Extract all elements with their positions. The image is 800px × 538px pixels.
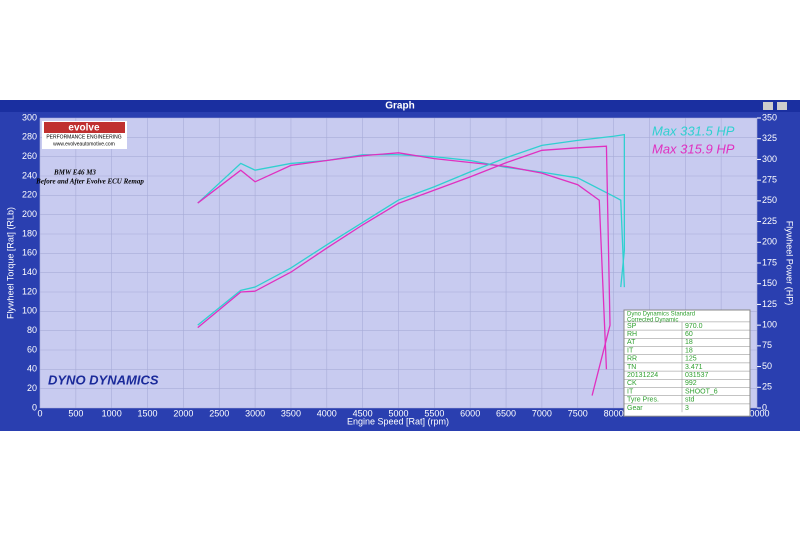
y-tick-label: 0 (32, 402, 37, 412)
info-cell: std (685, 397, 694, 404)
info-title: Corrected Dynamic (627, 318, 678, 324)
info-cell: 031537 (685, 372, 708, 379)
x-tick-label: 4500 (353, 408, 373, 418)
y2-tick-label: 350 (762, 112, 777, 122)
info-cell: Gear (627, 405, 643, 412)
x-tick-label: 0 (37, 408, 42, 418)
close-button[interactable] (777, 102, 787, 110)
y2-tick-label: 275 (762, 175, 777, 185)
x-tick-label: 6500 (496, 408, 516, 418)
info-cell: 20131224 (627, 372, 658, 379)
lines (197, 133, 626, 396)
y-tick-label: 20 (27, 383, 37, 393)
x-tick-label: 3500 (281, 408, 301, 418)
info-title: Dyno Dynamics Standard (627, 312, 695, 318)
info-cell: 3.471 (685, 364, 703, 371)
y-axis-label: Flywheel Torque [Rat] (RLb) (5, 207, 15, 319)
logo-tagline: PERFORMANCE ENGINEERING (46, 134, 121, 140)
logo-name: evolve (68, 123, 100, 134)
title-bar (0, 100, 800, 112)
x-axis-label: Engine Speed [Rat] (rpm) (347, 416, 449, 426)
y-tick-label: 40 (27, 364, 37, 374)
y-tick-label: 220 (22, 190, 37, 200)
y2-tick-label: 225 (762, 216, 777, 226)
window-title: Graph (385, 101, 414, 112)
y2-tick-label: 150 (762, 278, 777, 288)
annotation: Max 315.9 HP (652, 141, 735, 156)
y-tick-label: 260 (22, 151, 37, 161)
x-tick-label: 1000 (102, 408, 122, 418)
info-cell: 60 (685, 331, 693, 338)
x-tick-label: 7500 (568, 408, 588, 418)
subtitle: Before and After Evolve ECU Remap (35, 178, 144, 186)
y2-tick-label: 325 (762, 133, 777, 143)
x-tick-label: 2000 (173, 408, 193, 418)
info-cell: IT (627, 347, 634, 354)
x-tick-label: 6000 (460, 408, 480, 418)
y2-tick-label: 25 (762, 382, 772, 392)
y2-tick-label: 100 (762, 320, 777, 330)
y-tick-label: 120 (22, 286, 37, 296)
series-line (197, 133, 626, 326)
y-tick-label: 240 (22, 170, 37, 180)
x-tick-label: 5000 (388, 408, 408, 418)
series-line (197, 145, 611, 396)
y2-tick-label: 125 (762, 299, 777, 309)
info-cell: SHOOT_6 (685, 388, 718, 395)
y-tick-label: 160 (22, 248, 37, 258)
info-cell: 18 (685, 339, 693, 346)
x-tick-label: 10000 (744, 408, 769, 418)
y-tick-label: 80 (27, 325, 37, 335)
y-tick-label: 180 (22, 228, 37, 238)
brand: DYNO DYNAMICS (48, 372, 159, 387)
y2-tick-label: 175 (762, 257, 777, 267)
info-cell: SP (627, 323, 637, 330)
info-cell: RR (627, 356, 637, 363)
subtitle: BMW E46 M3 (53, 169, 96, 177)
y2-tick-label: 75 (762, 340, 772, 350)
series-line (197, 152, 608, 370)
x-tick-label: 500 (68, 408, 83, 418)
info-cell: Tyre Pres. (627, 397, 659, 404)
info-cell: TN (627, 364, 636, 371)
y-tick-label: 60 (27, 344, 37, 354)
info-cell: 18 (685, 347, 693, 354)
x-tick-label: 7000 (532, 408, 552, 418)
y2-axis-label: Flywheel Power (HP) (785, 221, 795, 306)
info-cell: RH (627, 331, 637, 338)
y2-tick-label: 0 (762, 402, 767, 412)
x-tick-label: 4000 (317, 408, 337, 418)
restore-button[interactable] (763, 102, 773, 110)
y-tick-label: 280 (22, 132, 37, 142)
x-tick-label: 8000 (604, 408, 624, 418)
y2-tick-label: 250 (762, 195, 777, 205)
annotation: Max 331.5 HP (652, 123, 735, 138)
series-line (197, 154, 626, 288)
info-cell: 992 (685, 380, 697, 387)
x-tick-label: 2500 (209, 408, 229, 418)
info-cell: 125 (685, 356, 697, 363)
y2-tick-label: 300 (762, 154, 777, 164)
y2-tick-label: 50 (762, 361, 772, 371)
info-cell: 970.0 (685, 323, 703, 330)
x-tick-label: 3000 (245, 408, 265, 418)
x-tick-label: 5500 (424, 408, 444, 418)
logo-url: www.evolveautomotive.com (53, 141, 115, 147)
y2-tick-label: 200 (762, 237, 777, 247)
info-cell: AT (627, 339, 636, 346)
logo-band (44, 122, 125, 133)
info-cell: 3 (685, 405, 689, 412)
y-tick-label: 100 (22, 306, 37, 316)
info-cell: CK (627, 380, 637, 387)
y-tick-label: 300 (22, 112, 37, 122)
y-tick-label: 200 (22, 209, 37, 219)
info-cell: IT (627, 388, 634, 395)
y-tick-label: 140 (22, 267, 37, 277)
x-tick-label: 1500 (138, 408, 158, 418)
